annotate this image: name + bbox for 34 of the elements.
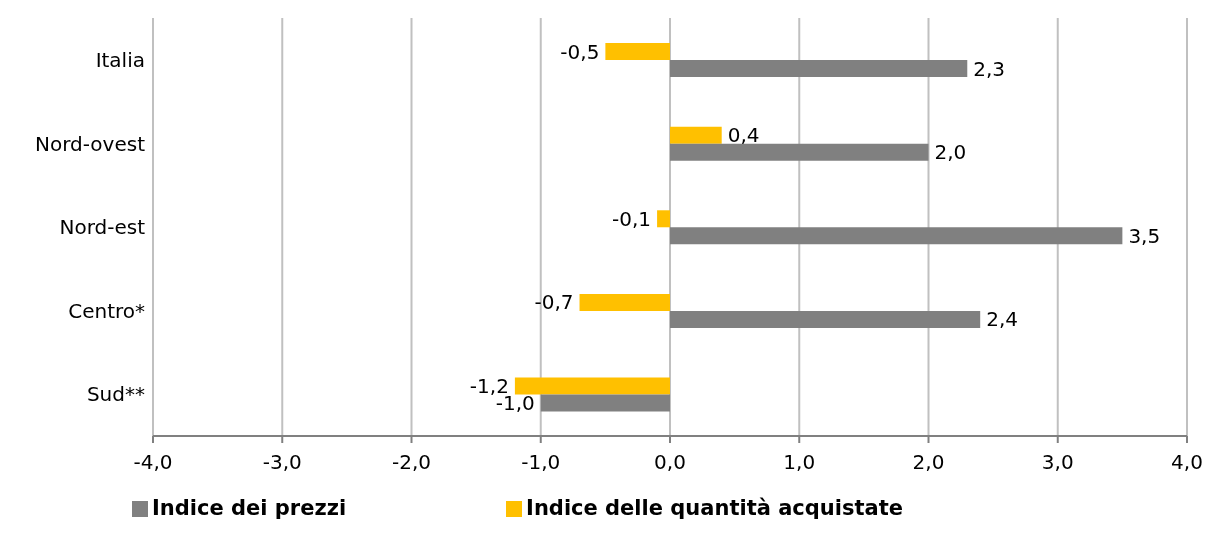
bar: [657, 210, 670, 228]
legend-label: Indice delle quantità acquistate: [526, 496, 903, 520]
bar: [605, 43, 670, 61]
x-tick-label: 2,0: [912, 450, 945, 475]
x-tick-label: -4,0: [133, 450, 173, 475]
x-tick-label: 0,0: [654, 450, 686, 475]
x-tick-label: 4,0: [1171, 450, 1203, 475]
data-label: 0,4: [727, 123, 760, 148]
bar: [579, 293, 670, 311]
x-tick-label: 3,0: [1041, 450, 1074, 475]
y-tick-label: Italia: [95, 47, 145, 72]
y-tick-label: Sud**: [86, 382, 145, 407]
x-tick-label: -2,0: [391, 450, 432, 475]
bar: [670, 60, 968, 78]
bar: [514, 377, 670, 395]
bar: [670, 143, 929, 161]
bar: [670, 126, 722, 144]
data-label: -0,1: [612, 206, 652, 231]
y-tick-label: Nord-ovest: [35, 131, 146, 156]
bar: [670, 310, 981, 328]
bar: [540, 394, 670, 412]
x-tick-label: -1,0: [521, 450, 561, 475]
data-label: -0,7: [534, 290, 574, 315]
x-tick-label: 1,0: [783, 450, 816, 475]
y-tick-label: Nord-est: [59, 215, 146, 240]
data-label: 2,3: [973, 56, 1006, 81]
data-label: 2,0: [934, 140, 967, 165]
x-tick-label: -3,0: [262, 450, 302, 475]
y-tick-label: Centro*: [68, 298, 145, 323]
bar: [670, 227, 1123, 245]
data-label: 2,4: [986, 307, 1019, 332]
data-label: 3,5: [1128, 223, 1161, 248]
data-label: -0,5: [560, 39, 600, 64]
legend-label: Indice dei prezzi: [152, 496, 347, 520]
